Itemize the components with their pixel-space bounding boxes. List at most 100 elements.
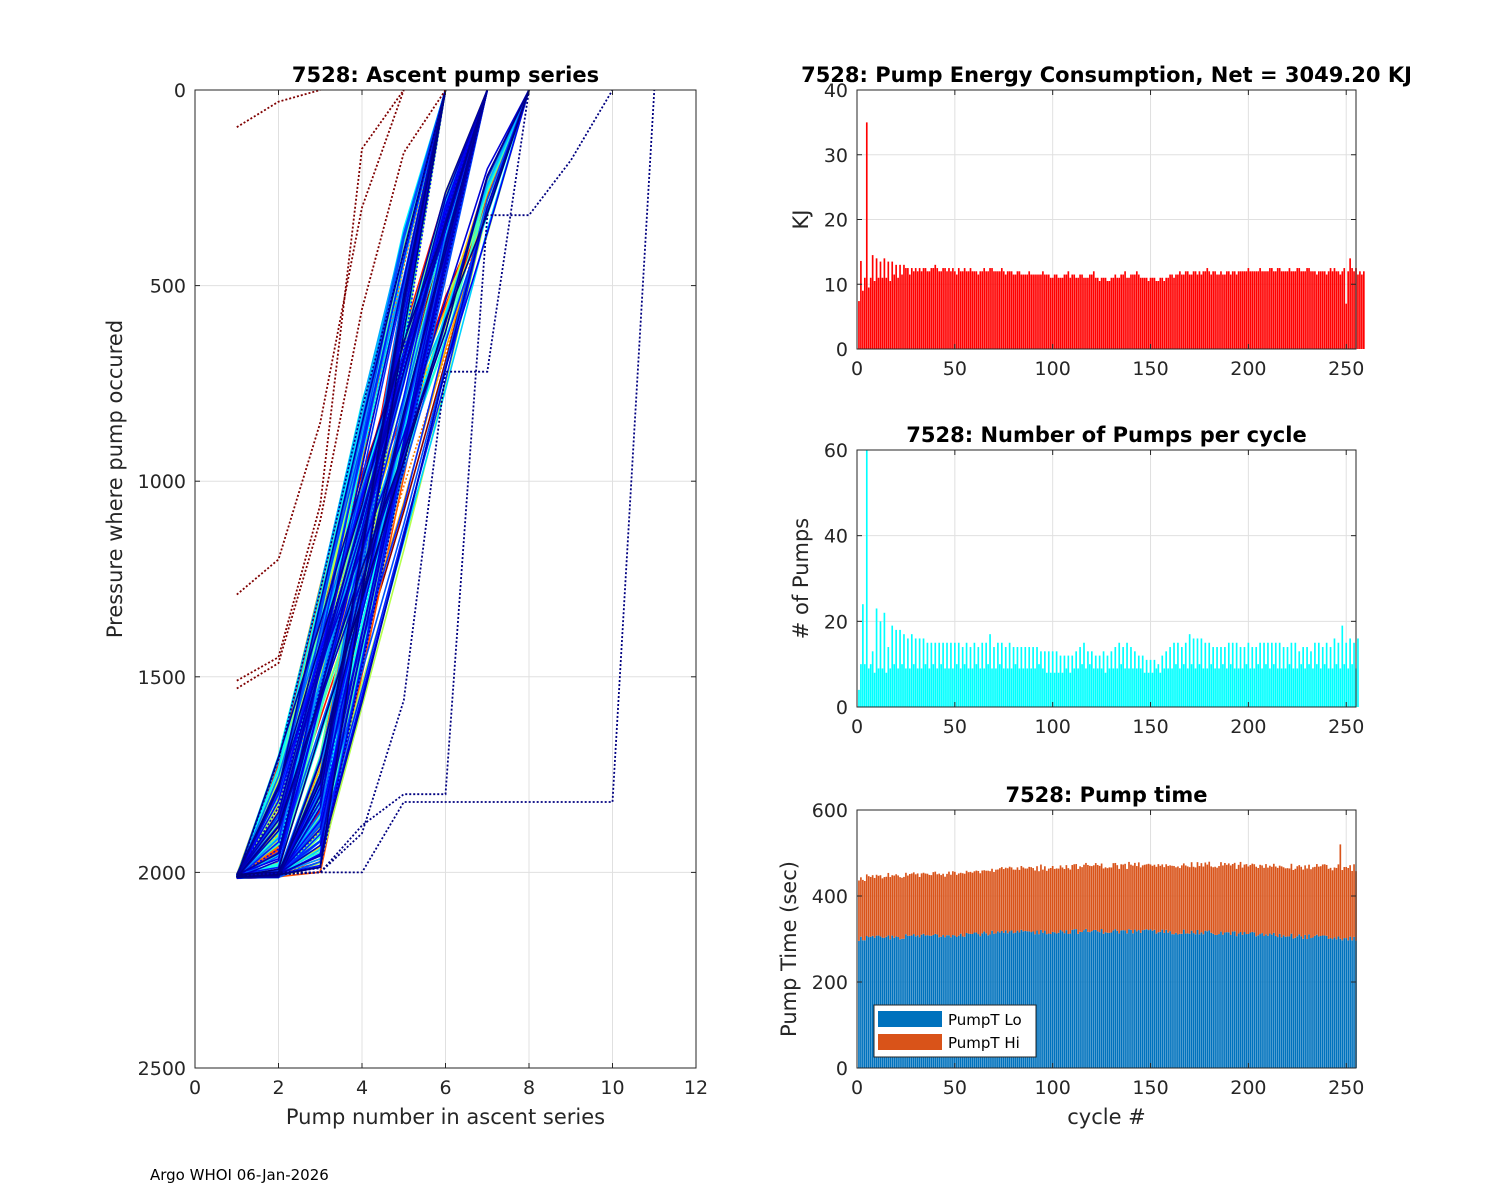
bar-lo: [973, 932, 976, 1068]
bars: [858, 450, 1359, 707]
bar: [1175, 664, 1177, 707]
bar-lo: [1351, 940, 1353, 1068]
bar: [1106, 655, 1109, 707]
bar: [1202, 668, 1205, 707]
bar-hi: [1051, 866, 1054, 932]
bar-lo: [873, 937, 876, 1068]
bar: [955, 664, 958, 707]
bar: [1194, 271, 1197, 349]
bar: [1128, 668, 1130, 707]
bar-hi: [983, 870, 986, 932]
bar: [1294, 642, 1297, 707]
bar: [893, 274, 896, 349]
bar: [1214, 668, 1216, 707]
bar: [922, 638, 925, 707]
bar: [914, 638, 917, 707]
bar: [1341, 271, 1344, 349]
bar-lo: [965, 932, 968, 1068]
bar: [1343, 268, 1346, 349]
bar-hi: [1030, 867, 1032, 933]
bar-hi: [1249, 865, 1252, 933]
bar: [862, 290, 864, 349]
bar-lo: [1071, 929, 1074, 1068]
bar: [883, 258, 886, 349]
bar: [1030, 274, 1032, 349]
bar-lo: [864, 940, 866, 1068]
bar: [1175, 274, 1177, 349]
bar: [979, 271, 982, 349]
bar-hi: [901, 877, 903, 939]
bar-hi: [1134, 862, 1136, 930]
bar-hi: [1069, 869, 1072, 934]
bar: [977, 647, 980, 707]
bar: [918, 268, 921, 349]
bar-lo: [1026, 931, 1029, 1068]
bar-hi: [1325, 864, 1328, 936]
bar: [1206, 268, 1209, 349]
bar-lo: [1227, 932, 1230, 1068]
bar: [1353, 642, 1355, 707]
bar: [983, 668, 986, 707]
bar: [959, 668, 962, 707]
x-tick-label: 250: [1328, 1077, 1364, 1099]
bar-lo: [1175, 932, 1177, 1068]
bar-hi: [1089, 865, 1091, 933]
profile-line: [236, 90, 447, 879]
bar: [1034, 274, 1036, 349]
bar-lo: [881, 937, 884, 1068]
bar-hi: [1000, 867, 1003, 931]
bar-lo: [1049, 934, 1052, 1068]
bar: [961, 647, 964, 707]
bar-hi: [1263, 867, 1265, 937]
bar: [1257, 271, 1259, 349]
bar: [934, 264, 937, 349]
bar-lo: [997, 931, 999, 1068]
bar-hi: [1269, 865, 1271, 934]
bar-lo: [1073, 929, 1076, 1068]
legend-label-lo: PumpT Lo: [948, 1011, 1022, 1029]
bar: [1329, 268, 1332, 349]
bar-lo: [903, 938, 905, 1068]
bar: [1296, 268, 1299, 349]
bar-hi: [1304, 865, 1306, 935]
bar: [1024, 647, 1027, 707]
bar: [983, 268, 986, 349]
bar-hi: [895, 874, 897, 937]
bar: [907, 638, 909, 707]
bar-hi: [1188, 867, 1191, 934]
bar-lo: [899, 939, 901, 1068]
bar: [1177, 642, 1179, 707]
bar-lo: [905, 934, 907, 1068]
bar: [1363, 271, 1365, 349]
bar: [1323, 271, 1326, 349]
bar-lo: [977, 934, 980, 1068]
bar-lo: [932, 935, 935, 1068]
bar-hi: [903, 876, 905, 939]
bar-hi: [1218, 866, 1220, 935]
bar: [1181, 647, 1183, 707]
bar-hi: [1306, 868, 1308, 940]
bar: [1157, 281, 1160, 349]
bar-lo: [1182, 929, 1185, 1068]
bar: [942, 642, 944, 707]
bar-lo: [1188, 933, 1191, 1068]
bar-hi: [1241, 867, 1244, 935]
bar: [1000, 268, 1003, 349]
bar: [940, 271, 942, 349]
bar: [969, 647, 972, 707]
bar: [1319, 271, 1322, 349]
bar-lo: [1104, 932, 1107, 1068]
bar-lo: [1098, 932, 1101, 1068]
bar-lo: [1069, 933, 1072, 1068]
bar: [1198, 664, 1201, 707]
bar-hi: [1153, 864, 1156, 930]
bar-hi: [1171, 865, 1173, 935]
bar: [1096, 668, 1099, 707]
bar-lo: [1194, 934, 1197, 1068]
bar: [1161, 277, 1164, 349]
bar-lo: [952, 935, 954, 1068]
bar-lo: [1321, 935, 1324, 1068]
bar: [1112, 277, 1115, 349]
bar-lo: [1349, 936, 1351, 1068]
bar: [1335, 271, 1338, 349]
